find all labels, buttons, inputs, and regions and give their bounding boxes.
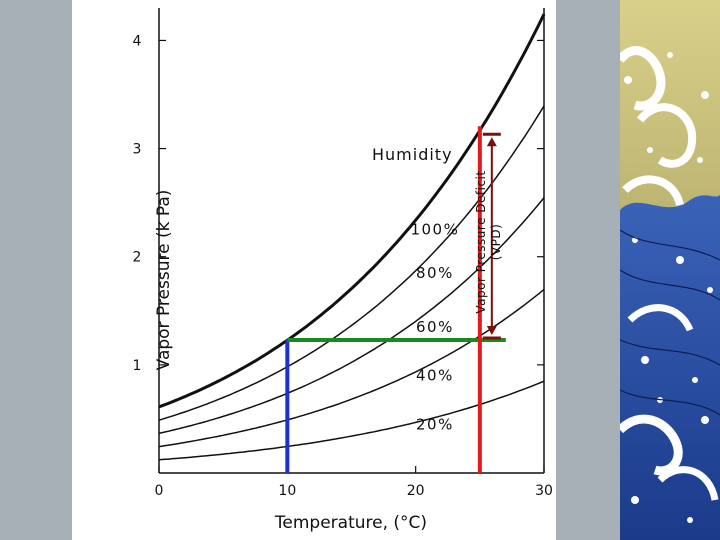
y-axis-label: Vapor Pressure (k Pa) — [154, 190, 174, 371]
x-tick-label: 20 — [407, 483, 425, 499]
series-labels: 100% 80% 60% 40% 20% — [410, 221, 459, 434]
curve-20-percent — [158, 380, 545, 461]
vpd-label-line2: (VPD) — [489, 224, 503, 261]
series-label: 40% — [416, 367, 454, 385]
vpd-markers — [285, 126, 506, 473]
series-label: 100% — [410, 221, 459, 239]
y-ticks: 1 2 3 4 — [133, 33, 544, 374]
vapor-pressure-chart: 0 10 20 30 1 2 3 4 100% 80% 60% 40% 20% Humidity T… — [133, 8, 553, 533]
series-label: 20% — [416, 415, 454, 433]
x-ticks: 0 10 20 30 — [155, 466, 553, 499]
legend-title: Humidity — [372, 145, 453, 164]
y-tick-label: 4 — [133, 33, 142, 49]
vpd-arrow-head-down — [486, 325, 497, 335]
x-tick-label: 10 — [278, 483, 296, 499]
wave-artwork — [620, 0, 720, 540]
y-tick-label: 2 — [133, 250, 142, 266]
vpd-arrow-head-up — [486, 137, 497, 147]
series-label: 80% — [416, 264, 454, 282]
vpd-label-line1: Vapor Pressure Deficit — [474, 170, 488, 313]
y-tick-label: 1 — [133, 358, 142, 374]
vpd-label: Vapor Pressure Deficit (VPD) — [474, 170, 503, 313]
chart-panel — [72, 0, 556, 540]
series-label: 60% — [416, 318, 454, 336]
y-tick-label: 3 — [133, 142, 142, 158]
x-tick-label: 30 — [535, 483, 553, 499]
x-tick-label: 0 — [155, 483, 164, 499]
x-axis-label: Temperature, (°C) — [274, 513, 427, 533]
